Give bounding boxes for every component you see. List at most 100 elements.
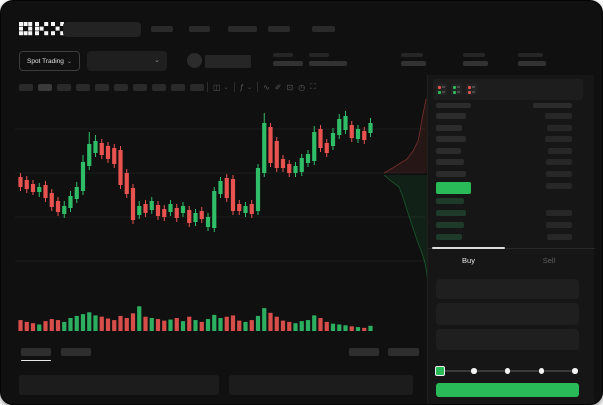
camera-icon[interactable]: ⊡ [286, 82, 294, 92]
chart-tab-8[interactable] [152, 84, 166, 91]
bottom-panel-1 [19, 375, 219, 395]
candle-body [224, 178, 229, 198]
candle-body [287, 164, 292, 173]
draw-icon[interactable]: ✐ [274, 82, 282, 92]
slider-stop[interactable] [538, 368, 544, 374]
stat-1-label [273, 53, 293, 57]
candle-body [355, 129, 361, 139]
ask-amount[interactable] [546, 159, 572, 166]
bottom-tab-2[interactable] [61, 348, 91, 356]
line-tools-icon[interactable]: ∿ [263, 82, 270, 92]
bottom-right-tab-2[interactable] [388, 348, 419, 356]
ask-price[interactable] [436, 147, 461, 154]
slider-stop[interactable] [504, 368, 511, 374]
book-view-asks-icon[interactable] [466, 84, 477, 95]
bid-price[interactable] [436, 210, 466, 216]
ask-amount[interactable] [547, 124, 572, 131]
indicators-icon[interactable]: ƒ [239, 82, 245, 92]
volume-bar [362, 327, 367, 331]
chart-tab-6[interactable] [114, 84, 128, 91]
bid-price[interactable] [436, 198, 464, 204]
alerts-icon[interactable]: ◷ [298, 82, 306, 92]
candle-body [124, 173, 129, 194]
chart-tab-9[interactable] [171, 84, 185, 91]
nav-item-4[interactable] [268, 26, 290, 32]
bid-price[interactable] [436, 234, 462, 240]
last-price-badge[interactable] [436, 182, 471, 194]
volume-bar [268, 312, 273, 331]
chart-tab-1[interactable] [19, 84, 33, 91]
ask-price[interactable] [436, 171, 466, 177]
candle-body [80, 162, 86, 191]
bottom-right-tab-1[interactable] [349, 348, 379, 356]
trade-panel: Buy Sell [427, 75, 595, 404]
ask-amount[interactable] [548, 147, 572, 154]
tab-buy[interactable]: Buy [462, 256, 475, 265]
candle-body [362, 131, 367, 140]
bid-price[interactable] [436, 222, 464, 228]
nav-item-3[interactable] [228, 26, 257, 32]
tab-sell[interactable]: Sell [542, 256, 556, 265]
candle-body [262, 123, 267, 173]
candle-body [280, 159, 286, 168]
ask-amount[interactable] [546, 182, 572, 189]
pair-selector-dropdown[interactable]: ⌄ [87, 51, 167, 71]
candle-body [218, 181, 223, 194]
ask-amount[interactable] [546, 171, 572, 177]
book-view-bids-icon[interactable] [451, 84, 462, 95]
ask-price[interactable] [436, 113, 466, 119]
order-field-2[interactable] [436, 303, 579, 325]
candle-body [268, 127, 273, 163]
stat-5-value [518, 61, 546, 66]
chart-tab-3[interactable] [57, 84, 71, 91]
volume-bar [237, 320, 242, 331]
toolbar-separator [233, 82, 235, 92]
bottom-tab-1[interactable] [21, 348, 51, 356]
slider-stop[interactable] [572, 368, 578, 374]
volume-bar [130, 313, 136, 331]
volume-bar [324, 321, 329, 331]
volume-bar [224, 316, 229, 331]
bid-amount[interactable] [547, 234, 572, 240]
volume-bar [262, 308, 267, 331]
chart-tab-7[interactable] [133, 84, 147, 91]
book-view-both-icon[interactable] [436, 84, 447, 95]
chart-type-icon[interactable]: ◫ [213, 82, 221, 92]
volume-bar [155, 319, 161, 331]
ask-amount[interactable] [545, 136, 572, 143]
slider-handle[interactable] [434, 365, 445, 376]
ask-amount[interactable] [545, 113, 572, 119]
nav-item-5[interactable] [312, 26, 335, 32]
search-input[interactable] [63, 22, 141, 37]
toolbar-separator [257, 82, 259, 92]
ask-price[interactable] [436, 159, 464, 166]
order-field-3[interactable] [436, 329, 579, 350]
chart-tab-2[interactable] [38, 84, 52, 91]
candle-body [155, 205, 161, 216]
volume-bar [312, 315, 317, 331]
slider-stop[interactable] [471, 368, 477, 374]
ask-price[interactable] [436, 136, 466, 143]
bottom-tab-underline [21, 359, 51, 361]
candle-body [274, 141, 279, 168]
ask-price[interactable] [436, 124, 462, 131]
fullscreen-icon[interactable]: ⛶ [310, 82, 316, 91]
stat-5-label [518, 53, 543, 57]
chart-tab-10[interactable] [190, 84, 204, 91]
nav-item-2[interactable] [189, 26, 210, 32]
market-type-selector[interactable]: Spot Trading ⌄ [19, 51, 80, 71]
buy-submit-button[interactable] [436, 383, 579, 397]
stat-3-value [401, 61, 426, 66]
candle-body [137, 206, 142, 215]
bid-amount[interactable] [546, 210, 572, 216]
stat-4-label [463, 53, 485, 57]
nav-item-1[interactable] [151, 26, 173, 32]
chart-tab-5[interactable] [95, 84, 109, 91]
depth-bids-area [384, 175, 429, 291]
candle-body [318, 129, 323, 148]
order-field-1[interactable] [436, 279, 579, 299]
chart-tab-4[interactable] [76, 84, 90, 91]
volume-bar [205, 319, 211, 331]
bid-amount[interactable] [546, 222, 572, 228]
